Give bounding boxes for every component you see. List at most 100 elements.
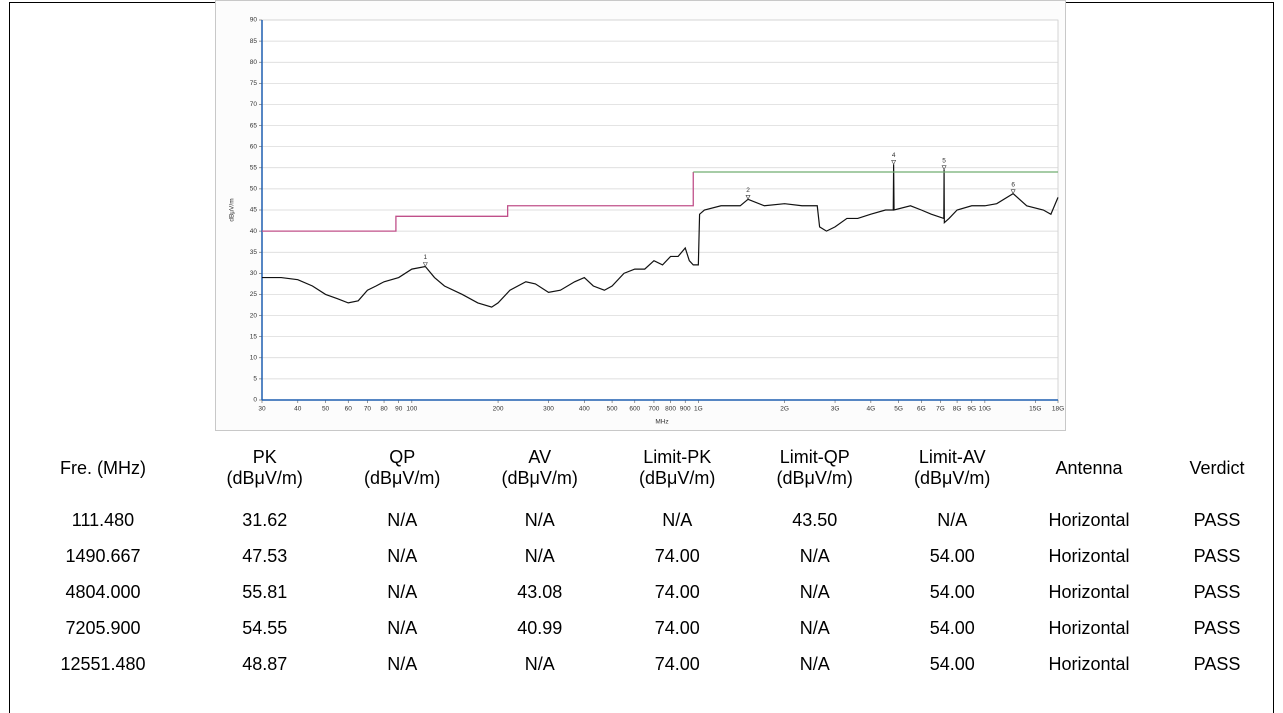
table-cell: 74.00 (654, 545, 700, 566)
y-tick-label: 20 (250, 312, 258, 319)
header-cell: PK (dBμV/m) (196, 434, 334, 502)
table-cell: 111.480 (71, 509, 135, 530)
table-row: 4804.000 55.81 N/A 43.08 74.00 N/A 54.00 Horizo… (10, 574, 1277, 610)
table-cell: 54.00 (929, 581, 975, 602)
x-tick-label: 70 (364, 406, 372, 413)
header-line: (dBμV/m) (226, 468, 303, 488)
x-tick-label: 15G (1029, 406, 1041, 413)
header-line: Fre. (MHz) (60, 457, 146, 478)
table-cell: 74.00 (654, 617, 700, 638)
y-tick-label: 45 (250, 207, 258, 214)
table-cell: 40.99 (517, 617, 563, 638)
x-tick-label: 9G (967, 406, 976, 413)
y-tick-label: 40 (250, 228, 258, 235)
x-tick-label: 4G (867, 406, 876, 413)
marker-label: 6 (1011, 181, 1015, 188)
x-tick-label: 60 (345, 406, 353, 413)
table-cell: Horizontal (1048, 653, 1130, 674)
table-cell: N/A (524, 545, 555, 566)
table-cell: 54.00 (929, 617, 975, 638)
limit-line (262, 172, 694, 232)
table-cell: 55.81 (242, 581, 288, 602)
table-cell: N/A (799, 653, 830, 674)
table-cell: Horizontal (1048, 509, 1130, 530)
x-tick-label: 8G (953, 406, 962, 413)
x-tick-label: 90 (395, 406, 403, 413)
header-cell: QP (dBμV/m) (334, 434, 472, 502)
header-cell: AV (dBμV/m) (471, 434, 609, 502)
table-cell: N/A (524, 509, 555, 530)
header-cell: Limit-AV (dBμV/m) (884, 434, 1022, 502)
table-cell: 1490.667 (65, 545, 141, 566)
table-cell: 43.50 (792, 509, 838, 530)
table-cell: Horizontal (1048, 545, 1130, 566)
result-table: Fre. (MHz) PK (dBμV/m) QP (dBμV/m) AV (dBμV/m)… (10, 434, 1277, 682)
header-line: (dBμV/m) (501, 468, 578, 488)
marker (891, 160, 897, 166)
table-cell: 4804.000 (65, 581, 141, 602)
x-tick-label: 3G (831, 406, 840, 413)
table-cell: 54.00 (929, 545, 975, 566)
table-row: 7205.900 54.55 N/A 40.99 74.00 N/A 54.00 Horizo… (10, 610, 1277, 646)
x-tick-label: 2G (780, 406, 789, 413)
table-cell: 74.00 (654, 653, 700, 674)
table-cell: N/A (662, 509, 693, 530)
table-row: 111.480 31.62 N/A N/A N/A 43.50 N/A Horizontal P… (10, 502, 1277, 538)
x-tick-label: 18G (1052, 406, 1064, 413)
table-cell: N/A (387, 581, 418, 602)
table-cell: PASS (1193, 653, 1241, 674)
y-tick-label: 0 (253, 397, 257, 404)
table-cell: PASS (1193, 545, 1241, 566)
y-tick-label: 50 (250, 186, 258, 193)
x-tick-label: 500 (607, 406, 618, 413)
x-tick-label: 5G (894, 406, 903, 413)
table-cell: PASS (1193, 617, 1241, 638)
table-cell: 7205.900 (65, 617, 141, 638)
table-cell: N/A (799, 581, 830, 602)
x-tick-label: 6G (917, 406, 926, 413)
x-tick-label: 80 (380, 406, 388, 413)
table-cell: 74.00 (654, 581, 700, 602)
y-tick-label: 55 (250, 164, 258, 171)
y-axis-title: dBμV/m (229, 198, 236, 221)
y-tick-label: 15 (250, 333, 258, 340)
header-line: Limit-QP (779, 447, 850, 467)
table-cell: PASS (1193, 509, 1241, 530)
y-tick-label: 70 (250, 101, 258, 108)
y-tick-label: 80 (250, 59, 258, 66)
table-cell: PASS (1193, 581, 1241, 602)
marker (422, 262, 428, 268)
table-cell: 54.55 (242, 617, 288, 638)
marker (941, 165, 947, 171)
header-line: Limit-AV (918, 447, 986, 467)
header-line: (dBμV/m) (364, 468, 441, 488)
table-cell: N/A (387, 509, 418, 530)
table-cell: 47.53 (242, 545, 288, 566)
header-cell: Limit-QP (dBμV/m) (746, 434, 884, 502)
x-tick-label: 900 (680, 406, 691, 413)
x-tick-label: 100 (406, 406, 417, 413)
header-cell: Antenna (1021, 434, 1157, 502)
table-cell: N/A (524, 653, 555, 674)
header-line: (dBμV/m) (776, 468, 853, 488)
table-cell: N/A (799, 617, 830, 638)
table-row: 12551.480 48.87 N/A N/A 74.00 N/A 54.00 Horizon… (10, 646, 1277, 682)
header-line: Limit-PK (643, 447, 712, 467)
marker-label: 2 (746, 187, 750, 194)
x-tick-label: 40 (294, 406, 302, 413)
y-tick-label: 75 (250, 80, 258, 87)
header-line: QP (389, 447, 416, 467)
table-cell: 31.62 (242, 509, 288, 530)
y-tick-label: 5 (253, 376, 257, 383)
table-cell: N/A (387, 617, 418, 638)
y-tick-label: 85 (250, 38, 258, 45)
table-cell: 54.00 (929, 653, 975, 674)
table-cell: N/A (387, 545, 418, 566)
x-tick-label: 50 (322, 406, 330, 413)
x-tick-label: 1G (694, 406, 703, 413)
marker-label: 5 (942, 157, 946, 164)
header-cell: Verdict (1157, 434, 1277, 502)
x-axis-title: MHz (655, 419, 668, 426)
header-line: Verdict (1189, 457, 1245, 478)
